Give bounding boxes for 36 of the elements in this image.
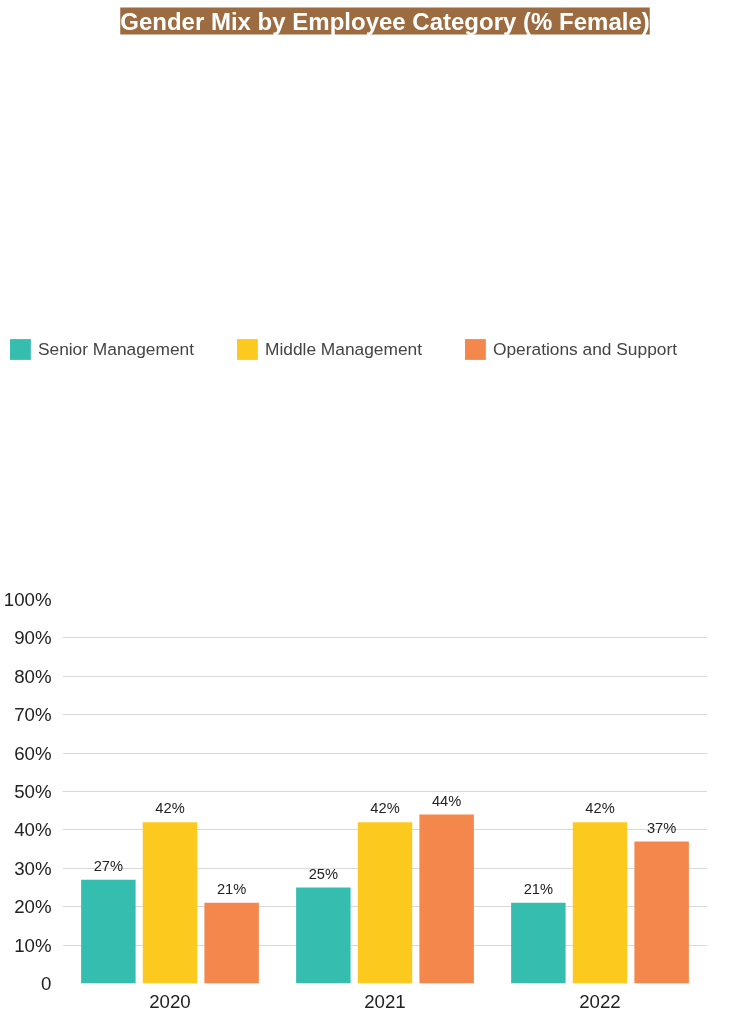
- y-tick-label: 70%: [14, 704, 52, 726]
- bar: [357, 822, 413, 984]
- bar: [142, 822, 198, 984]
- data-label: 42%: [370, 800, 400, 817]
- bar: [296, 887, 351, 984]
- y-tick-label: 50%: [14, 781, 52, 802]
- data-label: 37%: [646, 819, 677, 836]
- y-tick-label: 30%: [14, 857, 52, 879]
- bar: [81, 879, 136, 984]
- legend-label: Operations and Support: [493, 338, 677, 360]
- chart-title: Gender Mix by Employee Category (% Female): [120, 7, 650, 35]
- data-label: 25%: [308, 865, 339, 882]
- y-tick-label: 10%: [14, 934, 52, 956]
- data-label: 42%: [585, 800, 615, 817]
- bar: [419, 814, 474, 984]
- y-tick-label: 0: [41, 973, 52, 994]
- data-label: 21%: [216, 881, 247, 898]
- y-tick-label: 100%: [3, 589, 52, 610]
- data-label: 27%: [93, 858, 124, 875]
- y-tick-label: 40%: [14, 819, 52, 841]
- data-label: 21%: [523, 881, 554, 898]
- x-tick-label: 2020: [149, 990, 191, 1012]
- x-tick-label: 2022: [579, 990, 621, 1012]
- y-tick-label: 80%: [14, 665, 52, 687]
- data-label: 42%: [155, 800, 185, 817]
- y-tick-label: 60%: [14, 742, 52, 764]
- legend-label: Senior Management: [37, 338, 194, 360]
- data-label: 44%: [431, 792, 462, 809]
- y-tick-label: 20%: [14, 896, 52, 918]
- bar: [204, 902, 259, 984]
- legend-label: Middle Management: [264, 338, 422, 360]
- x-tick-label: 2021: [364, 990, 406, 1012]
- y-tick-label: 90%: [14, 627, 52, 649]
- bar: [511, 902, 566, 984]
- bar: [572, 822, 628, 984]
- bar: [634, 841, 689, 984]
